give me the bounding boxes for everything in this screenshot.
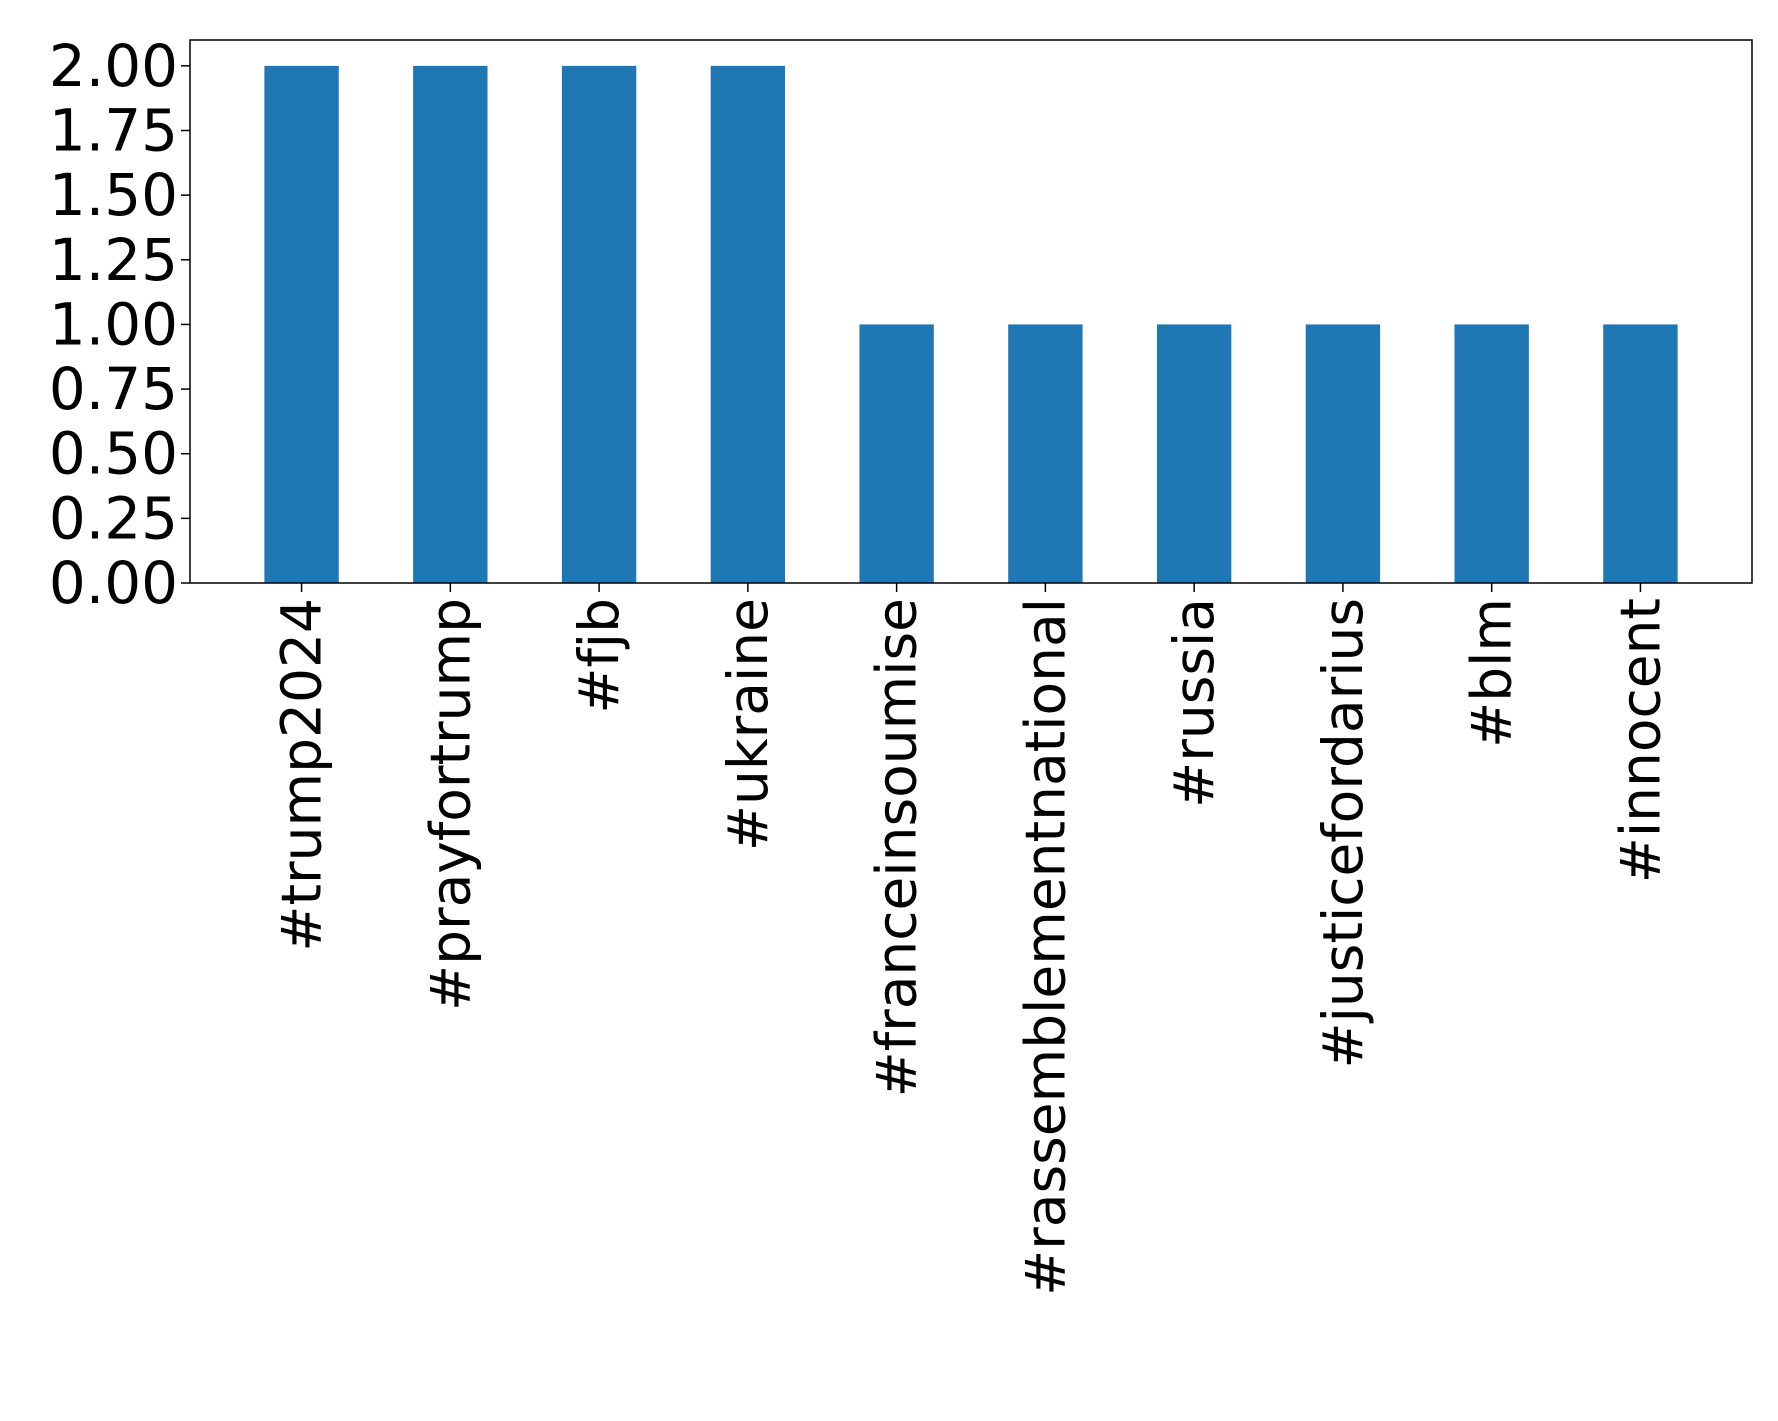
y-tick-label: 0.75 <box>49 355 178 423</box>
x-tick-label: #fjb <box>567 598 631 714</box>
bar-innocent <box>1603 324 1678 583</box>
x-tick-label: #blm <box>1460 598 1524 748</box>
y-tick-label: 1.50 <box>49 161 178 229</box>
x-tick-label: #franceinsoumise <box>865 598 929 1097</box>
plot-frame <box>189 39 1753 584</box>
bar-blm <box>1454 324 1529 583</box>
bar-rassemblementnational <box>1008 324 1083 583</box>
x-tick-label: #justicefordarius <box>1311 598 1375 1068</box>
x-tick-label: #prayfortrump <box>418 598 482 1011</box>
x-tick-label: #russia <box>1162 598 1226 808</box>
bar-prayfortrump <box>413 65 488 584</box>
y-tick-label: 0.50 <box>49 420 178 488</box>
y-tick-label: 1.25 <box>49 226 178 294</box>
bar-franceinsoumise <box>859 324 934 583</box>
y-tick-label: 0.25 <box>49 484 178 552</box>
x-tick-label: #innocent <box>1608 598 1672 883</box>
x-tick-label: #ukraine <box>716 598 780 851</box>
y-tick-label: 0.00 <box>49 549 178 617</box>
bars-group <box>264 65 1678 584</box>
bar-fjb <box>561 65 637 584</box>
x-tick-label: #trump2024 <box>270 598 334 952</box>
bar-russia <box>1156 324 1232 583</box>
y-axis-ticks: 0.000.250.500.751.001.251.501.752.00 <box>49 32 190 617</box>
x-axis-ticks: #trump2024 #prayfortrump #fjb #ukraine #fran… <box>270 583 1672 1296</box>
bar-trump2024 <box>264 65 339 584</box>
y-tick-label: 1.75 <box>49 97 178 165</box>
y-tick-label: 2.00 <box>49 32 178 100</box>
x-tick-label: #rassemblementnational <box>1013 598 1077 1296</box>
bar-ukraine <box>710 65 786 584</box>
y-tick-label: 1.00 <box>49 290 178 358</box>
bar-justicefordarius <box>1305 324 1381 583</box>
